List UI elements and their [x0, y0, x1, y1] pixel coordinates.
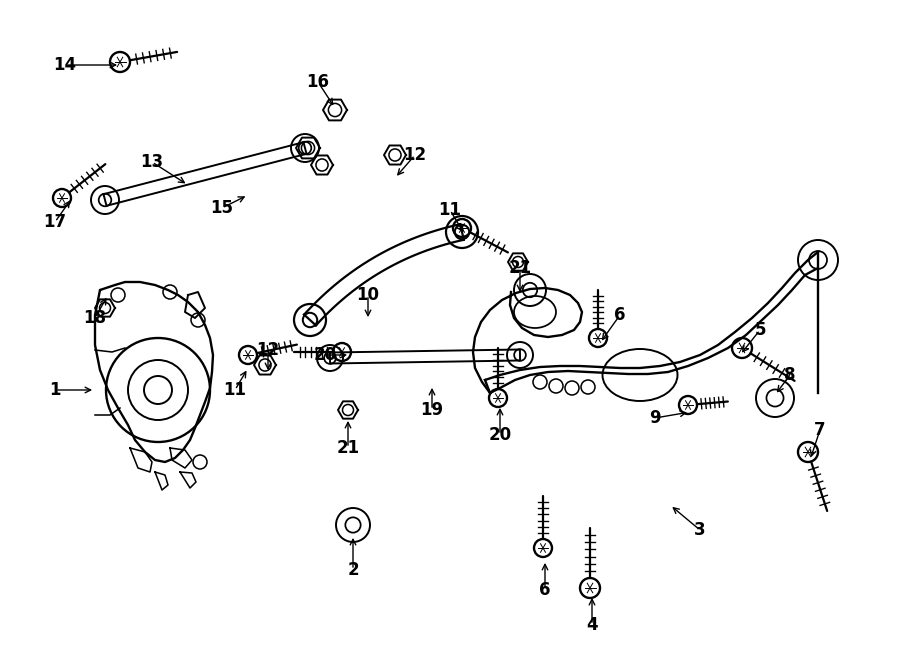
Text: 1: 1	[50, 381, 61, 399]
Text: 4: 4	[586, 616, 598, 634]
Text: 9: 9	[649, 409, 661, 427]
Text: 17: 17	[43, 213, 67, 231]
Text: 20: 20	[489, 426, 511, 444]
Text: 12: 12	[256, 341, 280, 359]
Text: 16: 16	[307, 73, 329, 91]
Text: 18: 18	[84, 309, 106, 327]
Text: 6: 6	[539, 581, 551, 599]
Text: 10: 10	[356, 286, 380, 304]
Text: 5: 5	[754, 321, 766, 339]
Text: 12: 12	[403, 146, 427, 164]
Text: 20: 20	[313, 346, 337, 364]
Text: 21: 21	[508, 259, 532, 277]
Text: 21: 21	[337, 439, 360, 457]
Text: 3: 3	[694, 521, 706, 539]
Text: 15: 15	[211, 199, 233, 217]
Text: 11: 11	[223, 381, 247, 399]
Text: 11: 11	[438, 201, 462, 219]
Text: 6: 6	[614, 306, 626, 324]
Text: 7: 7	[814, 421, 826, 439]
Text: 14: 14	[53, 56, 76, 74]
Text: 13: 13	[140, 153, 164, 171]
Text: 19: 19	[420, 401, 444, 419]
Text: 8: 8	[784, 366, 796, 384]
Text: 2: 2	[347, 561, 359, 579]
